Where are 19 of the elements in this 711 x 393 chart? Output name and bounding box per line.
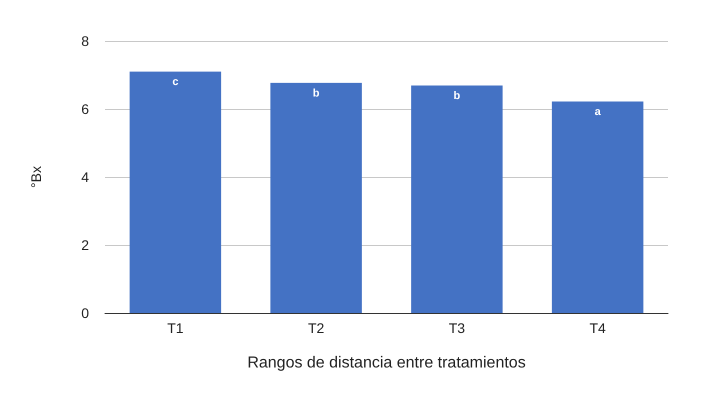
bar [552,102,644,313]
data-label: a [594,106,602,118]
y-tick-label: 8 [81,33,90,49]
y-tick-label: 6 [81,101,90,117]
y-axis-title: °Bx [28,166,44,188]
data-label: b [454,90,461,102]
y-tick-label: 4 [81,169,90,185]
data-label: b [312,87,320,100]
y-tick-label: 0 [81,305,90,321]
x-tick-label: T3 [448,320,466,336]
y-tick-label: 2 [81,237,90,253]
x-tick-label: T4 [589,320,606,336]
bar [130,72,222,313]
bar [411,86,503,313]
data-label: c [172,76,178,88]
x-axis-title: Rangos de distancia entre tratamientos [247,354,526,372]
x-tick-label: T2 [308,320,325,336]
bar [270,82,362,313]
x-tick-label: T1 [167,320,184,336]
